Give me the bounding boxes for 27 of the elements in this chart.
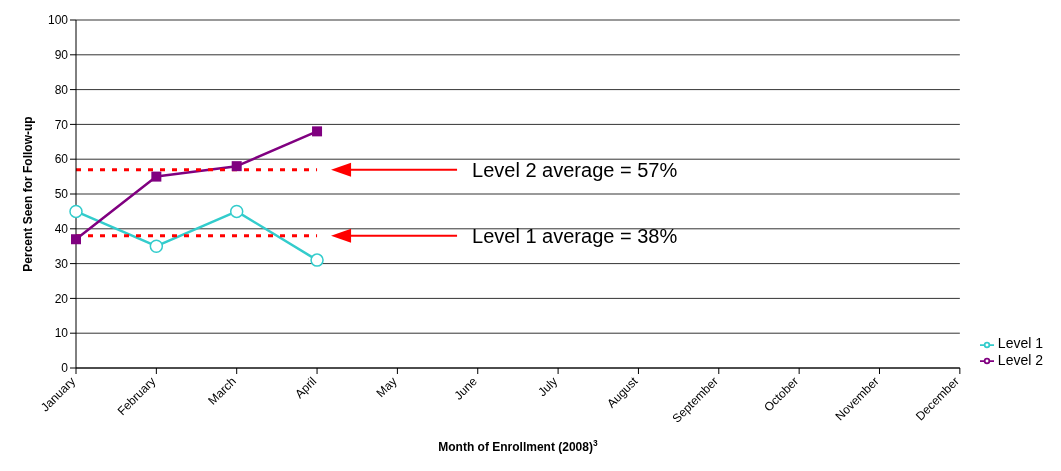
point bbox=[71, 234, 81, 245]
annotation: Level 1 average = 38% bbox=[472, 224, 678, 247]
legend-label: Level 1 bbox=[997, 335, 1043, 352]
y-tick-label: 100 bbox=[47, 13, 69, 28]
point bbox=[310, 253, 324, 267]
y-tick-label: 20 bbox=[54, 291, 69, 306]
y-tick-label: 90 bbox=[54, 48, 69, 63]
y-tick-label: 40 bbox=[54, 222, 69, 237]
x-axis-title: Month of Enrollment (2008)$^{3}$ bbox=[438, 438, 598, 454]
point bbox=[231, 161, 242, 172]
point bbox=[69, 204, 83, 219]
x-tick-label: July bbox=[535, 374, 561, 400]
y-tick-label: 10 bbox=[54, 326, 69, 341]
y-tick-label: 60 bbox=[54, 152, 69, 167]
point bbox=[149, 239, 164, 253]
y-tick-label: 0 bbox=[61, 361, 69, 376]
x-tick-label: May bbox=[373, 374, 400, 401]
annotation: Level 2 average = 57% bbox=[472, 158, 678, 181]
y-tick-label: 80 bbox=[54, 82, 69, 97]
y-tick-label: 70 bbox=[54, 117, 69, 132]
legend-label: Level 2 bbox=[997, 351, 1043, 368]
y-axis-title: Percent Seen for Follow-up bbox=[21, 116, 35, 272]
point bbox=[229, 204, 244, 219]
y-tick-label: 30 bbox=[54, 256, 69, 271]
point bbox=[151, 171, 162, 182]
point bbox=[312, 126, 323, 137]
y-tick-label: 50 bbox=[54, 187, 69, 202]
